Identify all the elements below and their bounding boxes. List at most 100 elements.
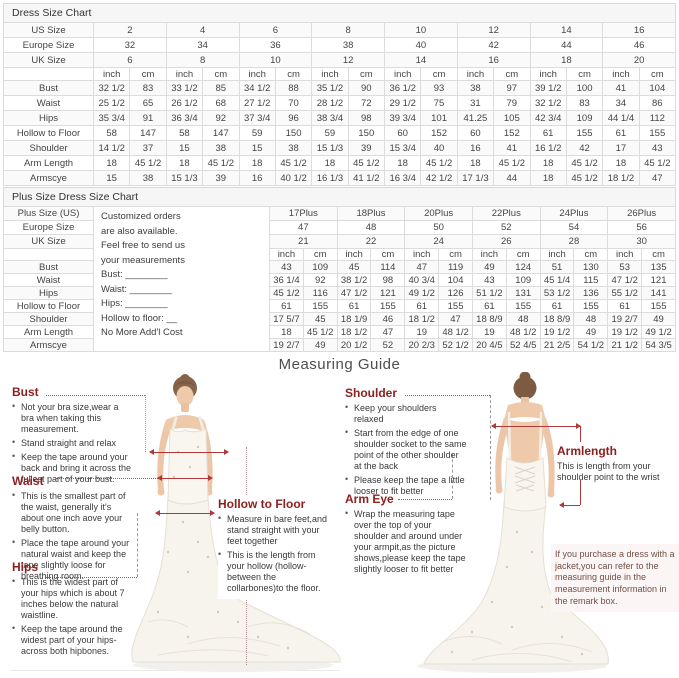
guide-bullet: Stand straight and relax [12, 437, 134, 449]
inch-value: 53 [607, 260, 643, 274]
inch-value: 43 [471, 273, 507, 287]
size-value: 30 [607, 234, 676, 249]
inch-value: 18 [92, 155, 131, 171]
customized-note-line: Bust: ________ [101, 269, 168, 280]
size-value: 54 [539, 220, 609, 235]
row-label: Bust [3, 80, 94, 96]
inch-value: 45 [336, 260, 372, 274]
guide-heading-arm-eye: Arm Eye [345, 492, 394, 506]
cm-value: 92 [202, 110, 240, 126]
measurement-row: Armscye 15 38 15 1/3 39 16 40 1/2 16 1/3 41 1/2 1… [3, 170, 677, 186]
unit-label: inch [471, 248, 507, 261]
row-label: Hollow to Floor [3, 299, 94, 313]
cm-value: 48 [573, 312, 609, 326]
size-value: 47 [269, 220, 338, 235]
cm-value: 150 [274, 125, 313, 141]
measurement-row: Hips 45 1/2 116 47 1/2 121 49 1/2 126 51 1/2 131… [3, 286, 676, 300]
cm-value: 152 [420, 125, 458, 141]
row-label: Armscye [3, 338, 94, 352]
cm-value: 104 [438, 273, 473, 287]
guide-bullet: Measure in bare feet,and stand straight … [218, 513, 331, 547]
guide-bullets-hollow-to-floor: Measure in bare feet,and stand straight … [218, 513, 331, 594]
guide-section-arm-eye: Arm Eye Wrap the measuring tape over the… [345, 492, 466, 578]
customized-note-line: Hips: ________ [101, 298, 168, 309]
inch-value: 61 [404, 299, 440, 313]
cm-value: 112 [638, 110, 677, 126]
bust-leader-line [46, 395, 145, 396]
cm-value: 49 [302, 338, 338, 352]
plus-size-chart-section: Plus Size Dress Size Chart Plus Size (US… [3, 187, 676, 352]
cm-value: 121 [641, 273, 676, 287]
cm-value: 49 [573, 325, 609, 339]
customized-note-cell: Customized orders are also available. Feel… [93, 206, 270, 352]
inch-value: 20 1/2 [336, 338, 372, 352]
inch-value: 51 [539, 260, 575, 274]
row-label [3, 248, 94, 261]
row-label: Arm Length [3, 325, 94, 339]
cm-value: 47 [370, 325, 406, 339]
size-value: 16 [456, 52, 531, 68]
unit-label: inch [404, 248, 440, 261]
cm-value: 48 1/2 [438, 325, 473, 339]
cm-value: 109 [505, 273, 541, 287]
row-label: US Size [3, 22, 94, 38]
inch-value: 18 [311, 155, 349, 171]
inch-value: 20 4/5 [471, 338, 507, 352]
size-value: 24Plus [539, 206, 609, 221]
inch-value: 40 3/4 [404, 273, 440, 287]
measuring-guide-section: Measuring Guide [0, 352, 679, 678]
inch-value: 60 [383, 125, 422, 141]
cm-value: 45 1/2 [565, 155, 604, 171]
size-value: 10 [384, 22, 458, 38]
size-value: 16 [602, 22, 676, 38]
dress-size-chart-section: Dress Size Chart US Size 2 4 6 8 10 12 14 16 Euro… [3, 3, 677, 186]
row-label: Hollow to Floor [3, 125, 94, 141]
cm-value: 83 [129, 80, 167, 96]
size-value: 18 [529, 52, 604, 68]
inch-value: 55 1/2 [607, 286, 643, 300]
inch-value: 15 3/4 [383, 140, 422, 156]
inch-value: 21 2/5 [539, 338, 575, 352]
inch-value: 17 [602, 140, 640, 156]
cm-value: 39 [202, 170, 240, 186]
size-value: 2 [93, 22, 167, 38]
size-value: 14 [384, 52, 458, 68]
customized-note-line: Feel free to send us [101, 240, 185, 251]
row-label: Bust [3, 260, 94, 274]
inch-value: 61 [269, 299, 304, 313]
size-value: 17Plus [269, 206, 338, 221]
unit-label: inch [456, 67, 495, 81]
inch-value: 44 1/4 [602, 110, 640, 126]
measurement-row: Hollow to Floor 58 147 58 147 59 150 59 150 60 152… [3, 125, 677, 141]
row-label: Europe Size [3, 220, 94, 235]
guide-section-armlength: Armlength This is length from your shoul… [557, 444, 675, 483]
size-value: 24 [404, 234, 473, 249]
size-value: 40 [384, 37, 458, 53]
cm-value: 97 [493, 80, 531, 96]
cm-value: 150 [347, 125, 386, 141]
inch-value: 38 1/2 [336, 273, 372, 287]
inch-value: 49 1/2 [404, 286, 440, 300]
plus-size-chart-title: Plus Size Dress Size Chart [3, 187, 676, 206]
cm-value: 41 1/2 [347, 170, 386, 186]
guide-bullet: This is the widest part of your hips whi… [12, 576, 136, 621]
cm-value: 42 [565, 140, 604, 156]
size-value: 38 [311, 37, 385, 53]
inch-value: 39 1/2 [529, 80, 567, 96]
size-value: 12 [456, 22, 531, 38]
inch-value: 53 1/2 [539, 286, 575, 300]
cm-value: 48 [505, 312, 541, 326]
unit-label: cm [129, 67, 167, 81]
size-header-row: US Size 2 4 6 8 10 12 14 16 [3, 22, 676, 38]
cm-value: 72 [347, 95, 386, 111]
guide-section-hollow-to-floor: Hollow to Floor Measure in bare feet,and… [218, 495, 331, 599]
inch-value: 18 [529, 170, 567, 186]
cm-value: 147 [202, 125, 240, 141]
inch-value: 19 2/7 [607, 312, 643, 326]
cm-value: 38 [202, 140, 240, 156]
shoulder-measure-line [491, 423, 581, 429]
inch-value: 26 1/2 [165, 95, 204, 111]
measurement-row: Waist 36 1/4 92 38 1/2 98 40 3/4 104 43 109 45 1/… [3, 273, 676, 287]
cm-value: 45 1/2 [129, 155, 167, 171]
size-value: 10 [238, 52, 313, 68]
